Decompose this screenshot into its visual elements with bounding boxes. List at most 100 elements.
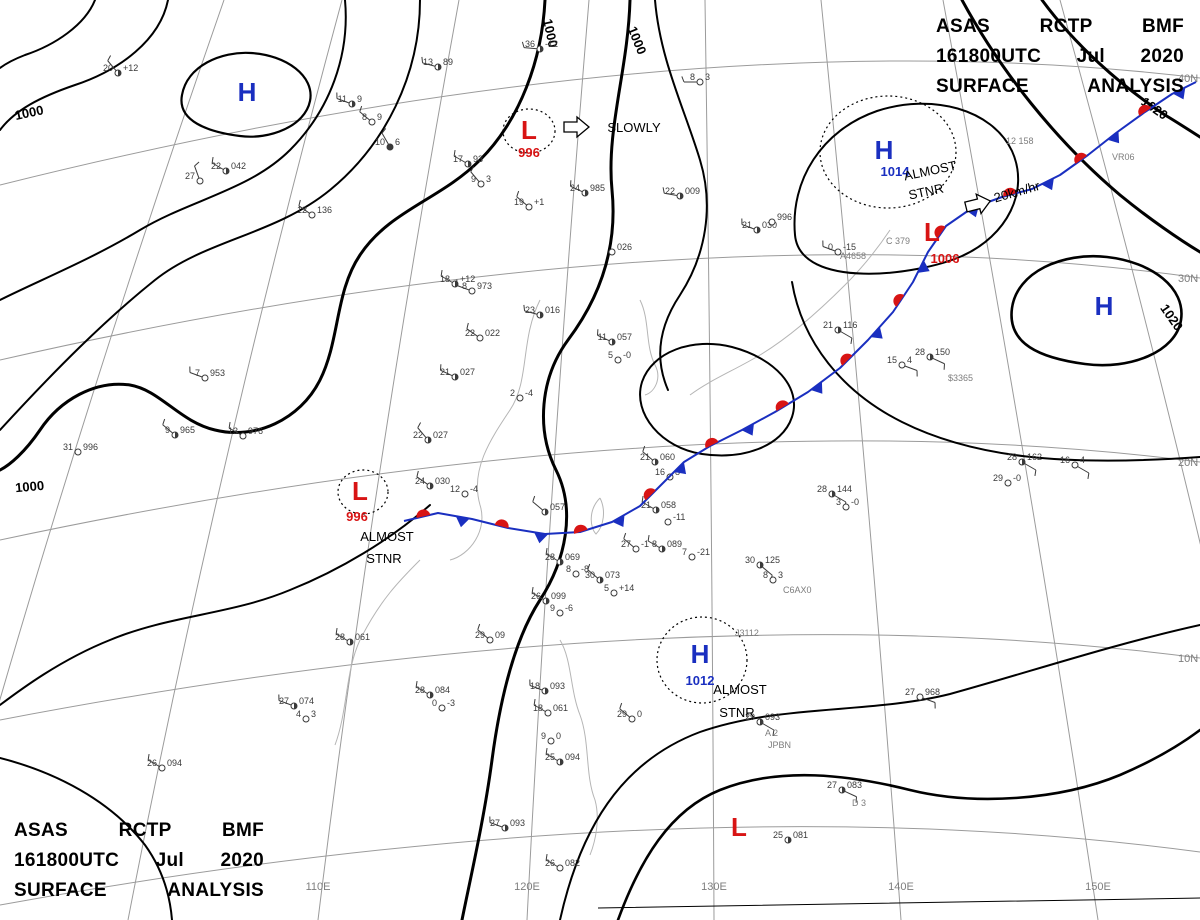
station-plot: 21 058 bbox=[641, 495, 676, 514]
isobar bbox=[654, 0, 708, 391]
coastline bbox=[689, 229, 891, 396]
station-plot: 057 bbox=[532, 495, 565, 516]
isobar bbox=[960, 0, 1200, 254]
station-pressure-value: 996 bbox=[83, 442, 98, 452]
cloud-cover-fill bbox=[788, 837, 791, 843]
center-pressure-value: 1012 bbox=[686, 673, 715, 688]
station-pressure-value: 093 bbox=[550, 681, 565, 691]
center-dotted-outline bbox=[656, 616, 748, 704]
wind-barb bbox=[228, 427, 241, 435]
cloud-cover-fill bbox=[760, 719, 763, 725]
station-plot: 9 -6 bbox=[550, 603, 573, 617]
wind-barb-tick bbox=[523, 304, 526, 311]
station-temp-value: 21 bbox=[640, 452, 650, 462]
coastline bbox=[559, 639, 598, 856]
station-circle bbox=[461, 490, 469, 498]
station-temp-value: 9 bbox=[165, 425, 170, 435]
station-plot: 25 094 bbox=[545, 747, 580, 766]
longitude-label: 110E bbox=[306, 881, 331, 893]
station-plot: 27 bbox=[185, 161, 204, 185]
wind-barb bbox=[932, 357, 945, 365]
wind-barb bbox=[533, 704, 546, 712]
cloud-cover-fill bbox=[930, 354, 933, 360]
center-symbol: L bbox=[352, 476, 368, 506]
isobar bbox=[460, 0, 632, 920]
station-temp-value: 9 bbox=[541, 731, 546, 741]
station-pressure-value: -4 bbox=[525, 388, 533, 398]
wind-barb bbox=[524, 310, 538, 315]
station-plot: 026 bbox=[608, 242, 632, 256]
station-pressure-value: 060 bbox=[660, 452, 675, 462]
cloud-cover-fill bbox=[505, 825, 508, 831]
wind-barb-tick bbox=[619, 702, 623, 709]
station-plot: 16 4 bbox=[1060, 455, 1090, 480]
station-plot: 11 9 bbox=[336, 92, 362, 108]
station-circle bbox=[556, 864, 564, 872]
cloud-cover-fill bbox=[680, 193, 683, 199]
station-pressure-value: 116 bbox=[843, 320, 857, 330]
station-temp-value: 25 bbox=[773, 830, 783, 840]
station-plot: 20 +12 bbox=[103, 55, 138, 77]
station-temp-value: 22 bbox=[413, 430, 423, 440]
center-symbol: L bbox=[731, 812, 747, 842]
station-plot: -11 bbox=[664, 512, 685, 526]
station-circle bbox=[196, 177, 204, 185]
station-plot: 19 +1 bbox=[514, 190, 544, 211]
station-temp-value: 13 bbox=[423, 57, 433, 67]
wind-barb-tick bbox=[415, 680, 418, 688]
station-pressure-value: 084 bbox=[435, 685, 450, 695]
longitude-label: 120E bbox=[514, 881, 540, 893]
chart-title-top-right: ASAS RCTP BMF 161800UTC Jul 2020 SURFACE… bbox=[936, 12, 1184, 102]
station-pressure-value: 162 bbox=[1027, 452, 1042, 462]
station-circle bbox=[610, 589, 618, 597]
wind-barb-tick bbox=[647, 534, 650, 542]
station-temp-value: 9 bbox=[550, 603, 555, 613]
station-circle bbox=[898, 361, 906, 369]
station-temp-value: 26 bbox=[545, 858, 555, 868]
station-plot: 3 -0 bbox=[836, 497, 859, 511]
cloud-cover-fill bbox=[560, 759, 563, 765]
pressure-center-L: L bbox=[731, 812, 747, 842]
isobar bbox=[0, 0, 96, 69]
wind-barb bbox=[489, 822, 503, 828]
center-pressure-value: 1006 bbox=[931, 251, 960, 266]
station-pressure-value: 073 bbox=[605, 570, 620, 580]
graticule-labels: 40N 30N 20N 10N 110E 120E 130E 140E 150E bbox=[306, 73, 1199, 893]
wind-barb bbox=[381, 132, 389, 145]
station-pressure-value: 030 bbox=[762, 220, 777, 230]
coastline bbox=[449, 299, 541, 561]
cloud-cover-fill bbox=[838, 327, 841, 333]
cold-front-symbol bbox=[1041, 178, 1054, 191]
cloud-cover-fill bbox=[612, 339, 615, 345]
wind-barb-tick bbox=[642, 445, 646, 452]
front-stationary bbox=[403, 81, 1197, 544]
isobar bbox=[559, 624, 1200, 920]
station-temp-value: 4 bbox=[296, 709, 301, 719]
station-temp-value: 28 bbox=[817, 484, 827, 494]
station-plot: 12 -4 bbox=[450, 484, 478, 498]
wind-barb bbox=[1024, 463, 1037, 471]
movement-annotation: 20km/hr bbox=[992, 178, 1042, 206]
latitude-line bbox=[0, 60, 1200, 186]
station-pressure-value: 0 bbox=[556, 731, 561, 741]
station-plot: 11 057 bbox=[597, 329, 632, 346]
isobar bbox=[639, 342, 795, 457]
station-temp-value: 3 bbox=[836, 497, 841, 507]
station-plot: 28 069 bbox=[545, 547, 580, 566]
station-plot: 36 -12 bbox=[521, 39, 558, 53]
station-plot: 17 93 bbox=[453, 149, 483, 168]
station-temp-value: 20 bbox=[103, 63, 113, 73]
station-plot: 2 -4 bbox=[510, 388, 533, 402]
station-plot: 21 027 bbox=[440, 364, 475, 381]
station-temp-value: 12 bbox=[297, 205, 307, 215]
wind-barb bbox=[147, 759, 160, 767]
wind-barb bbox=[762, 723, 775, 731]
station-pressure-value: +12 bbox=[123, 63, 138, 73]
coastline bbox=[639, 299, 659, 396]
longitude-label: 140E bbox=[888, 881, 914, 893]
station-plot: 29 09 bbox=[475, 623, 505, 644]
station-id-label: VR06 bbox=[1112, 152, 1135, 162]
